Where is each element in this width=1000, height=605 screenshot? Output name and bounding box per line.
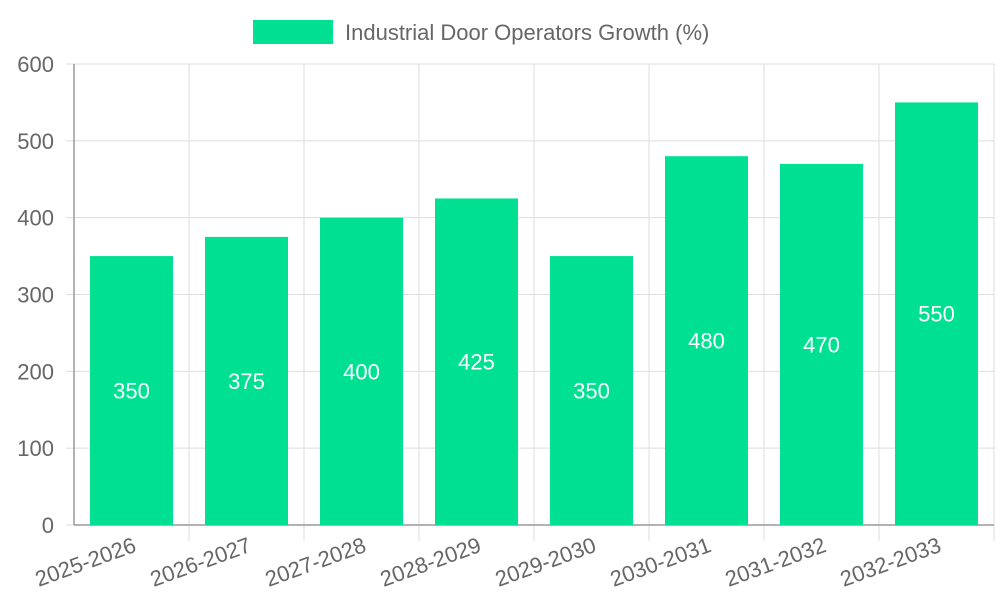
bar-value-label: 550 — [918, 302, 955, 327]
bar[interactable] — [665, 156, 748, 525]
bar[interactable] — [90, 256, 173, 525]
x-tick-label: 2030-2031 — [607, 532, 714, 591]
bar-value-label: 350 — [573, 379, 610, 404]
bar[interactable] — [780, 163, 863, 525]
x-tick-label: 2032-2033 — [837, 532, 944, 591]
x-tick-label: 2027-2028 — [262, 532, 369, 591]
legend: Industrial Door Operators Growth (%) — [253, 20, 709, 45]
y-tick-label: 500 — [17, 129, 54, 154]
bar[interactable] — [435, 198, 518, 526]
bar-value-label: 400 — [343, 359, 380, 384]
y-tick-label: 300 — [17, 283, 54, 308]
y-axis-ticks: 0 100 200 300 400 500 600 — [17, 52, 54, 538]
bar-value-label: 350 — [113, 379, 150, 404]
bar-value-label: 470 — [803, 332, 840, 357]
y-tick-label: 100 — [17, 436, 54, 461]
bars — [90, 102, 978, 526]
bar-value-label: 425 — [458, 350, 495, 375]
y-tick-label: 600 — [17, 52, 54, 77]
legend-swatch — [253, 20, 333, 44]
x-tick-label: 2031-2032 — [722, 532, 829, 591]
bar-value-label: 480 — [688, 329, 725, 354]
y-tick-label: 200 — [17, 359, 54, 384]
legend-label: Industrial Door Operators Growth (%) — [345, 20, 709, 45]
x-tick-label: 2029-2030 — [492, 532, 599, 591]
x-tick-label: 2028-2029 — [377, 532, 484, 591]
bar[interactable] — [320, 217, 403, 525]
bar[interactable] — [550, 256, 633, 525]
x-axis-ticks: 2025-2026 2026-2027 2027-2028 2028-2029 2029… — [32, 532, 944, 591]
bar[interactable] — [205, 236, 288, 525]
x-tick-label: 2026-2027 — [147, 532, 254, 591]
x-tick-label: 2025-2026 — [32, 532, 139, 591]
y-tick-label: 0 — [42, 513, 54, 538]
data-labels: 350 375 400 425 350 480 470 550 — [113, 302, 955, 404]
bar-value-label: 375 — [228, 369, 265, 394]
y-tick-label: 400 — [17, 206, 54, 231]
bar[interactable] — [895, 102, 978, 526]
